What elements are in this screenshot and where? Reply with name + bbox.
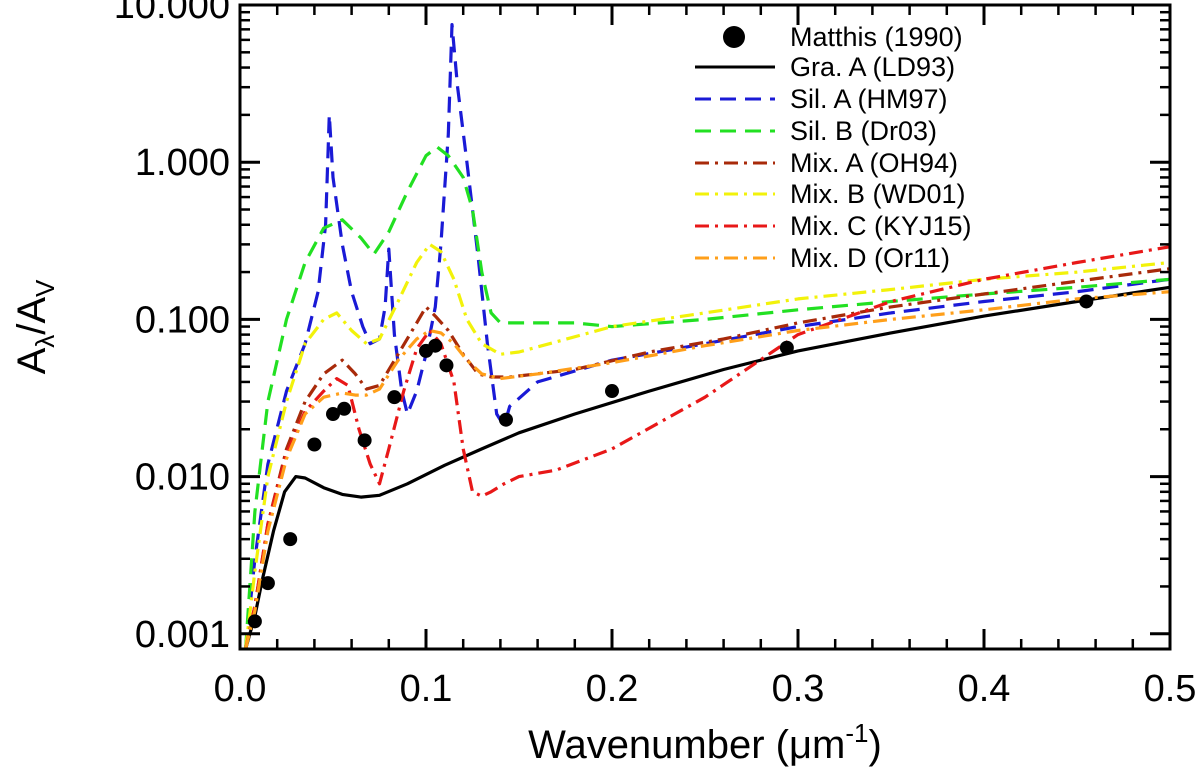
legend-item-sil-a: Sil. A (HM97) bbox=[695, 84, 948, 114]
x-axis-title: Wavenumber (μm-1) bbox=[528, 718, 882, 767]
data-point-matthis-7 bbox=[357, 433, 372, 448]
x-axis-title-sup: -1 bbox=[845, 718, 868, 748]
y-tick-label: 0.100 bbox=[135, 299, 230, 341]
legend-label-mix-b: Mix. B (WD01) bbox=[790, 179, 966, 209]
y-tick-label: 1.000 bbox=[135, 142, 230, 184]
legend-label-matthis: Matthis (1990) bbox=[790, 22, 963, 52]
legend-label-mix-c: Mix. C (KYJ15) bbox=[790, 211, 972, 241]
legend-label-gra-a: Gra. A (LD93) bbox=[790, 52, 955, 82]
x-axis-title-end: ) bbox=[868, 723, 881, 767]
y-axis-title-main: A bbox=[10, 347, 54, 374]
y-tick-label: 0.001 bbox=[135, 614, 230, 656]
legend-item-mix-c: Mix. C (KYJ15) bbox=[695, 211, 972, 241]
data-point-matthis-5 bbox=[326, 407, 340, 422]
data-point-matthis-13 bbox=[605, 384, 619, 399]
series-line-sil-a-hm97 bbox=[244, 23, 1170, 649]
y-axis-title: Aλ/AV bbox=[10, 279, 60, 374]
data-point-matthis-2 bbox=[260, 576, 275, 591]
legend-item-matthis: Matthis (1990) bbox=[723, 22, 963, 52]
legend-symbol-matthis bbox=[723, 26, 745, 48]
data-point-matthis-1 bbox=[247, 614, 262, 629]
x-tick-label: 0.4 bbox=[958, 668, 1011, 710]
x-tick-label: 0.5 bbox=[1144, 668, 1197, 710]
legend-label-mix-a: Mix. A (OH94) bbox=[790, 148, 958, 178]
y-axis-title-sub2: V bbox=[30, 279, 60, 297]
data-point-matthis-6 bbox=[337, 401, 352, 416]
series-line-mix-a-oh94 bbox=[244, 267, 1170, 649]
legend-item-gra-a: Gra. A (LD93) bbox=[695, 52, 955, 82]
data-point-matthis-10 bbox=[428, 338, 443, 353]
x-tick-label: 0.0 bbox=[214, 668, 267, 710]
data-point-matthis-15 bbox=[1079, 294, 1094, 309]
x-axis-title-main: Wavenumber (μm bbox=[528, 723, 845, 767]
legend-item-mix-d: Mix. D (Or11) bbox=[695, 243, 950, 273]
data-point-matthis-3 bbox=[283, 532, 298, 547]
legend-label-sil-b: Sil. B (Dr03) bbox=[790, 116, 937, 146]
x-tick-label: 0.3 bbox=[772, 668, 825, 710]
x-tick-label: 0.1 bbox=[400, 668, 453, 710]
y-axis-title-sep: /A bbox=[10, 297, 54, 335]
series-line-mix-b-wd01 bbox=[244, 242, 1170, 649]
data-point-matthis-11 bbox=[439, 358, 454, 373]
series-line-gra-a-ld93 bbox=[244, 285, 1170, 649]
legend-item-sil-b: Sil. B (Dr03) bbox=[695, 116, 937, 146]
y-tick-label: 10.000 bbox=[114, 0, 230, 27]
data-point-matthis-4 bbox=[307, 437, 322, 452]
series-line-sil-b-dr03 bbox=[244, 145, 1170, 649]
legend-label-mix-d: Mix. D (Or11) bbox=[790, 243, 950, 273]
series-line-mix-d-or11 bbox=[244, 290, 1170, 649]
plot-frame bbox=[238, 3, 1172, 651]
y-tick-label: 0.010 bbox=[135, 457, 230, 499]
data-point-matthis-12 bbox=[498, 412, 513, 427]
legend: Matthis (1990) Gra. A (LD93) Sil. A (HM9… bbox=[695, 22, 972, 273]
y-axis-title-sub1: λ bbox=[30, 335, 60, 348]
data-point-matthis-14 bbox=[779, 340, 794, 355]
series-line-mix-c-kyj15 bbox=[244, 245, 1170, 649]
legend-item-mix-a: Mix. A (OH94) bbox=[695, 148, 958, 178]
x-tick-label: 0.2 bbox=[586, 668, 639, 710]
data-point-matthis-8 bbox=[387, 390, 402, 405]
legend-label-sil-a: Sil. A (HM97) bbox=[790, 84, 948, 114]
legend-item-mix-b: Mix. B (WD01) bbox=[695, 179, 966, 209]
